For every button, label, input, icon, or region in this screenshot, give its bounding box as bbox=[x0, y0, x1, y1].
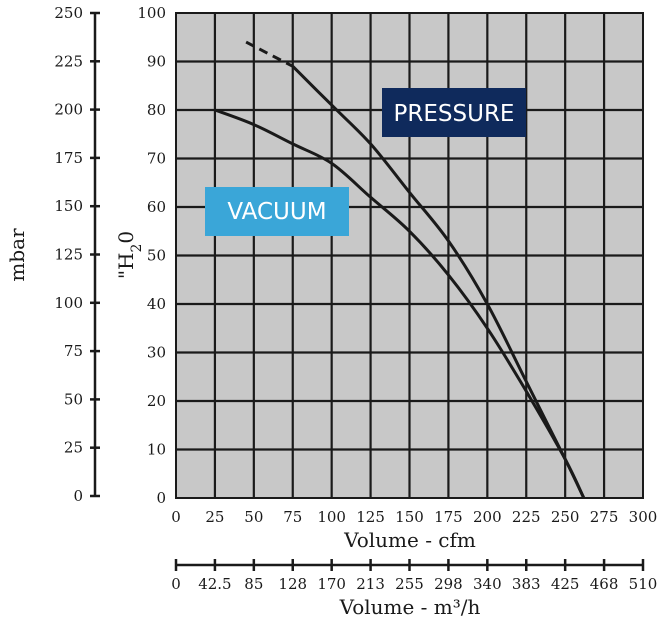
m3h-axis-title: Volume - m³/h bbox=[339, 595, 481, 619]
cfm-tick-label: 75 bbox=[283, 508, 302, 526]
mbar-axis-title: mbar bbox=[5, 228, 29, 282]
h2o-axis-title: "H20 bbox=[114, 231, 145, 279]
h2o-tick-label: 10 bbox=[147, 441, 166, 459]
cfm-tick-label: 200 bbox=[473, 508, 502, 526]
m3h-tick-label: 298 bbox=[434, 575, 463, 593]
cfm-tick-label: 225 bbox=[512, 508, 541, 526]
mbar-tick-label: 250 bbox=[54, 4, 83, 22]
mbar-tick-label: 175 bbox=[54, 149, 83, 167]
m3h-tick-label: 340 bbox=[473, 575, 502, 593]
mbar-tick-label: 50 bbox=[64, 390, 83, 408]
cfm-tick-label: 150 bbox=[395, 508, 424, 526]
m3h-tick-label: 383 bbox=[512, 575, 541, 593]
m3h-tick-label: 128 bbox=[278, 575, 307, 593]
m3h-tick-label: 510 bbox=[629, 575, 658, 593]
m3h-tick-label: 425 bbox=[551, 575, 580, 593]
cfm-tick-label: 175 bbox=[434, 508, 463, 526]
h2o-tick-label: 30 bbox=[147, 344, 166, 362]
pressure-badge-label: PRESSURE bbox=[394, 101, 515, 127]
series-lines bbox=[214, 40, 586, 499]
cfm-tick-label: 25 bbox=[205, 508, 224, 526]
vacuum-curve bbox=[214, 108, 586, 499]
cfm-tick-label: 125 bbox=[356, 508, 385, 526]
h2o-tick-label: 70 bbox=[147, 150, 166, 168]
cfm-tick-label: 275 bbox=[590, 508, 619, 526]
mbar-tick-label: 125 bbox=[54, 246, 83, 264]
mbar-tick-label: 75 bbox=[64, 342, 83, 360]
h2o-tick-label: 100 bbox=[137, 4, 166, 22]
mbar-tick-label: 150 bbox=[54, 197, 83, 215]
mbar-tick-label: 25 bbox=[64, 439, 83, 457]
h2o-tick-label: 80 bbox=[147, 101, 166, 119]
cfm-tick-label: 250 bbox=[551, 508, 580, 526]
pressure-badge-bg bbox=[382, 88, 526, 137]
cfm-tick-label: 300 bbox=[629, 508, 658, 526]
cfm-tick-label: 100 bbox=[317, 508, 346, 526]
m3h-tick-label: 0 bbox=[171, 575, 181, 593]
plot-frame bbox=[175, 12, 644, 499]
h2o-axis: 0 10 20 30 40 50 60 70 80 90 100 bbox=[137, 4, 166, 507]
mbar-axis: 0 25 50 75 100 125 150 175 200 225 250 bbox=[54, 4, 100, 505]
h2o-tick-label: 0 bbox=[156, 489, 166, 507]
m3h-tick-label: 42.5 bbox=[198, 575, 231, 593]
vacuum-badge: VACUUM bbox=[205, 187, 349, 236]
m3h-tick-label: 255 bbox=[395, 575, 424, 593]
m3h-tick-label: 213 bbox=[356, 575, 385, 593]
cfm-axis: 0 25 50 75 100 125 150 175 200 225 250 275 300 bbox=[171, 508, 657, 526]
h2o-tick-label: 90 bbox=[147, 53, 166, 71]
mbar-tick-label: 0 bbox=[73, 487, 83, 505]
cfm-axis-title: Volume - cfm bbox=[343, 528, 476, 552]
m3h-tick-label: 170 bbox=[317, 575, 346, 593]
pressure-badge: PRESSURE bbox=[382, 88, 526, 137]
h2o-tick-label: 50 bbox=[147, 247, 166, 265]
vacuum-badge-label: VACUUM bbox=[227, 199, 326, 225]
m3h-tick-label: 468 bbox=[590, 575, 619, 593]
h2o-tick-label: 60 bbox=[147, 198, 166, 216]
cfm-tick-label: 50 bbox=[244, 508, 263, 526]
h2o-tick-label: 40 bbox=[147, 295, 166, 313]
vacuum-badge-bg bbox=[205, 187, 349, 236]
m3h-axis: 0 42.5 85 128 170 213 255 298 340 383 425 468 510 bbox=[171, 559, 657, 593]
pressure-curve-dashed bbox=[245, 40, 294, 68]
h2o-tick-label: 20 bbox=[147, 392, 166, 410]
mbar-tick-label: 225 bbox=[54, 52, 83, 70]
cfm-tick-label: 0 bbox=[171, 508, 181, 526]
m3h-tick-label: 85 bbox=[244, 575, 263, 593]
mbar-tick-label: 100 bbox=[54, 294, 83, 312]
mbar-tick-label: 200 bbox=[54, 101, 83, 119]
